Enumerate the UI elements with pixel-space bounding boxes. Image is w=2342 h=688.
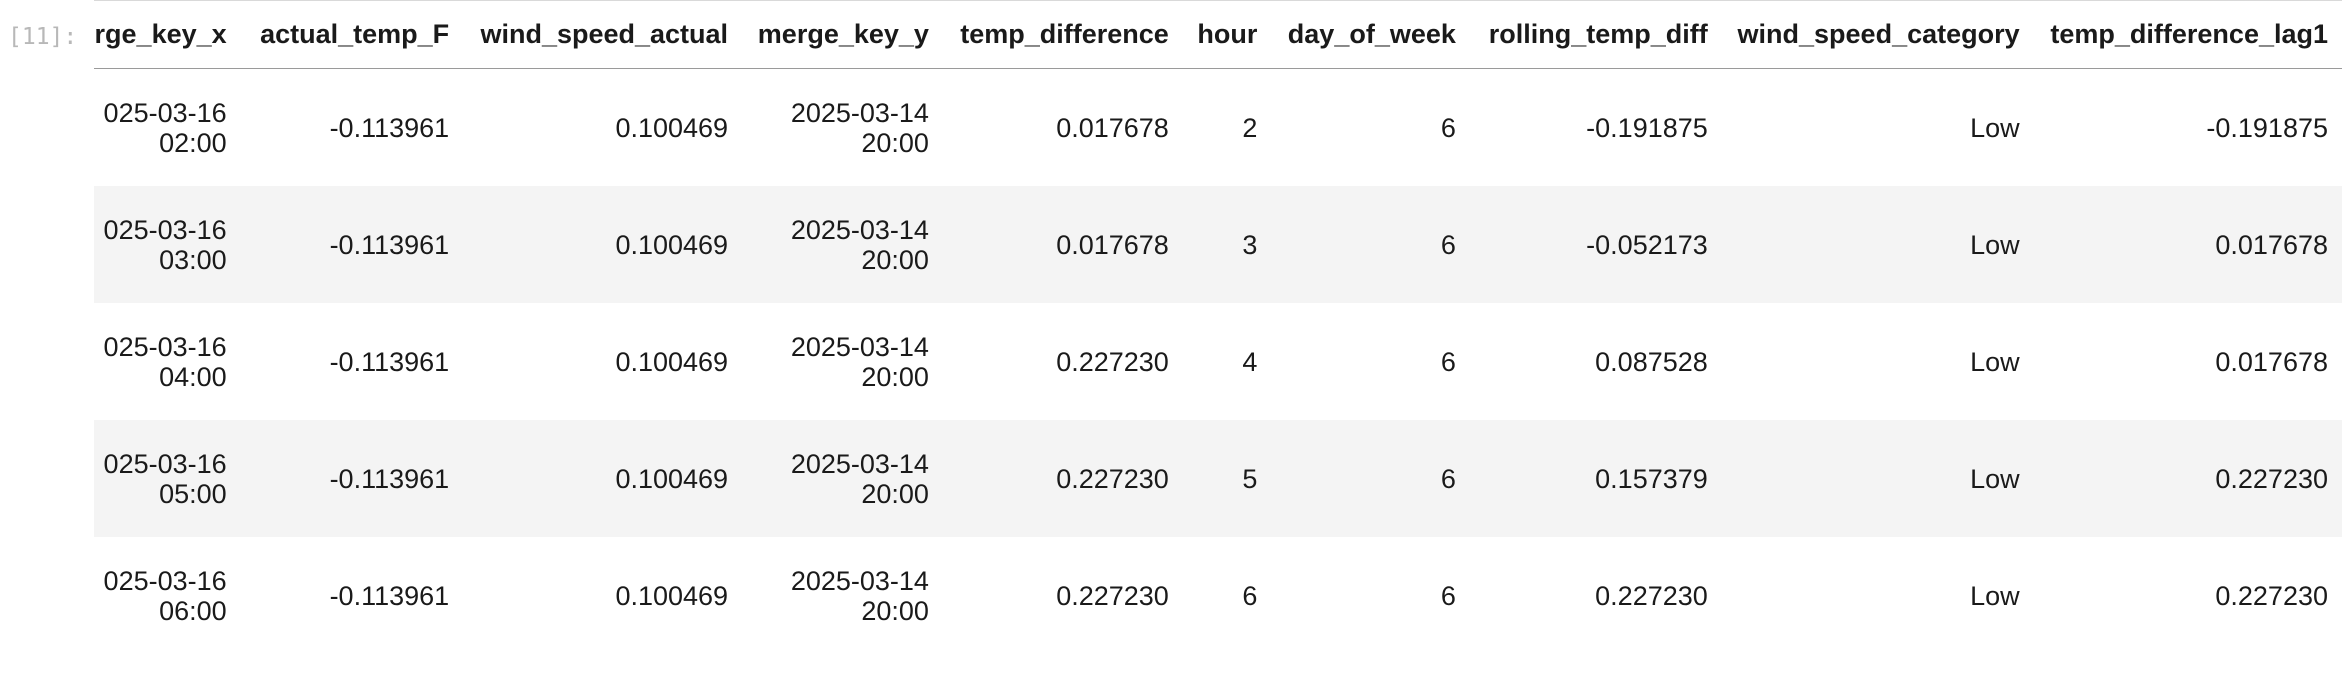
table-row: 025-03-16 04:00 -0.113961 0.100469 2025-0…: [94, 303, 2342, 420]
cell-hour: 3: [1182, 186, 1272, 303]
dataframe-table: rge_key_x actual_temp_F wind_speed_actua…: [94, 0, 2342, 654]
cell-hour: 5: [1182, 420, 1272, 537]
cell-wind-speed-category: Low: [1721, 420, 2034, 537]
cell-wind-speed-actual: 0.100469: [615, 346, 729, 377]
cell-merge-key-y: 2025-03-14 20:00: [742, 186, 943, 303]
cell-merge-key-y: 2025-03-14 20:00: [742, 303, 943, 420]
column-header-merge-key-y: merge_key_y: [742, 0, 943, 69]
cell-merge-key-y: 2025-03-14 20:00: [742, 69, 943, 187]
column-header-wind-speed-category: wind_speed_category: [1721, 0, 2034, 69]
cell-hour: 2: [1242, 112, 1258, 143]
cell-merge-key-y: 2025-03-14 20:00: [742, 537, 943, 654]
cell-time: 20:00: [861, 244, 929, 275]
cell-time: 03:00: [159, 244, 227, 275]
cell-date: 2025-03-14: [790, 97, 929, 128]
cell-rolling-temp-diff: 0.157379: [1469, 420, 1722, 537]
execution-count-prompt: [11]:: [8, 24, 78, 50]
table-row: 025-03-16 02:00 -0.113961 0.100469 2025-0…: [94, 69, 2342, 187]
column-header-hour: hour: [1182, 0, 1272, 69]
cell-date: 025-03-16: [103, 97, 227, 128]
cell-time: 20:00: [861, 595, 929, 626]
cell-date: 025-03-16: [103, 331, 227, 362]
cell-temp-difference-lag1: 0.017678: [2033, 186, 2342, 303]
cell-merge-key-x: 025-03-16 05:00: [94, 420, 241, 537]
cell-wind-speed-category: Low: [1970, 346, 2020, 377]
column-header-temp-difference: temp_difference: [942, 0, 1183, 69]
cell-time: 20:00: [861, 478, 929, 509]
dataframe-scroll-area[interactable]: rge_key_x actual_temp_F wind_speed_actua…: [94, 0, 2342, 688]
cell-temp-difference: 0.227230: [942, 420, 1183, 537]
column-header-actual-temp-f: actual_temp_F: [240, 0, 464, 69]
cell-actual-temp-f: -0.113961: [240, 186, 464, 303]
table-row: 025-03-16 05:00 -0.113961 0.100469 2025-0…: [94, 420, 2342, 537]
cell-rolling-temp-diff: 0.087528: [1595, 346, 1708, 377]
cell-actual-temp-f: -0.113961: [329, 580, 450, 611]
table-row: 025-03-16 06:00 -0.113961 0.100469 2025-0…: [94, 537, 2342, 654]
cell-wind-speed-actual: 0.100469: [463, 186, 743, 303]
cell-temp-difference: 0.227230: [1056, 346, 1169, 377]
cell-time: 20:00: [861, 127, 929, 158]
cell-hour: 4: [1242, 346, 1258, 377]
cell-day-of-week: 6: [1271, 420, 1470, 537]
cell-date: 2025-03-14: [790, 448, 929, 479]
cell-time: 20:00: [861, 361, 929, 392]
cell-temp-difference-lag1: -0.191875: [2206, 112, 2328, 143]
cell-wind-speed-category: Low: [1970, 580, 2020, 611]
cell-day-of-week: 6: [1271, 186, 1470, 303]
cell-rolling-temp-diff: 0.227230: [1595, 580, 1708, 611]
cell-temp-difference-lag1: 0.227230: [2215, 580, 2328, 611]
cell-hour: 6: [1242, 580, 1258, 611]
cell-time: 06:00: [159, 595, 227, 626]
cell-time: 04:00: [159, 361, 227, 392]
cell-temp-difference: 0.227230: [1056, 580, 1169, 611]
column-header-merge-key-x: rge_key_x: [94, 0, 241, 69]
cell-day-of-week: 6: [1440, 112, 1456, 143]
cell-rolling-temp-diff: -0.191875: [1586, 112, 1708, 143]
cell-day-of-week: 6: [1440, 580, 1456, 611]
cell-actual-temp-f: -0.113961: [240, 420, 464, 537]
cell-temp-difference: 0.017678: [1056, 112, 1169, 143]
cell-merge-key-x: 025-03-16 02:00: [94, 69, 241, 187]
cell-wind-speed-actual: 0.100469: [615, 580, 729, 611]
cell-date: 2025-03-14: [790, 331, 929, 362]
cell-date: 025-03-16: [103, 214, 227, 245]
table-row: 025-03-16 03:00 -0.113961 0.100469 2025-0…: [94, 186, 2342, 303]
cell-date: 2025-03-14: [790, 214, 929, 245]
cell-date: 2025-03-14: [790, 565, 929, 596]
cell-day-of-week: 6: [1440, 346, 1456, 377]
column-header-temp-difference-lag1: temp_difference_lag1: [2033, 0, 2342, 69]
cell-merge-key-x: 025-03-16 03:00: [94, 186, 241, 303]
column-header-day-of-week: day_of_week: [1271, 0, 1470, 69]
cell-actual-temp-f: -0.113961: [329, 346, 450, 377]
cell-rolling-temp-diff: -0.052173: [1469, 186, 1722, 303]
cell-time: 02:00: [159, 127, 227, 158]
cell-merge-key-x: 025-03-16 06:00: [94, 537, 241, 654]
header-row: rge_key_x actual_temp_F wind_speed_actua…: [94, 0, 2342, 69]
cell-date: 025-03-16: [103, 565, 227, 596]
cell-wind-speed-category: Low: [1970, 112, 2020, 143]
cell-temp-difference-lag1: 0.017678: [2215, 346, 2328, 377]
cell-time: 05:00: [159, 478, 227, 509]
cell-wind-speed-actual: 0.100469: [463, 420, 743, 537]
column-header-rolling-temp-diff: rolling_temp_diff: [1469, 0, 1722, 69]
cell-temp-difference-lag1: 0.227230: [2033, 420, 2342, 537]
cell-temp-difference: 0.017678: [942, 186, 1183, 303]
cell-wind-speed-category: Low: [1721, 186, 2034, 303]
column-header-wind-speed-actual: wind_speed_actual: [463, 0, 743, 69]
cell-actual-temp-f: -0.113961: [329, 112, 450, 143]
cell-merge-key-y: 2025-03-14 20:00: [742, 420, 943, 537]
cell-wind-speed-actual: 0.100469: [615, 112, 729, 143]
cell-date: 025-03-16: [103, 448, 227, 479]
cell-merge-key-x: 025-03-16 04:00: [94, 303, 241, 420]
